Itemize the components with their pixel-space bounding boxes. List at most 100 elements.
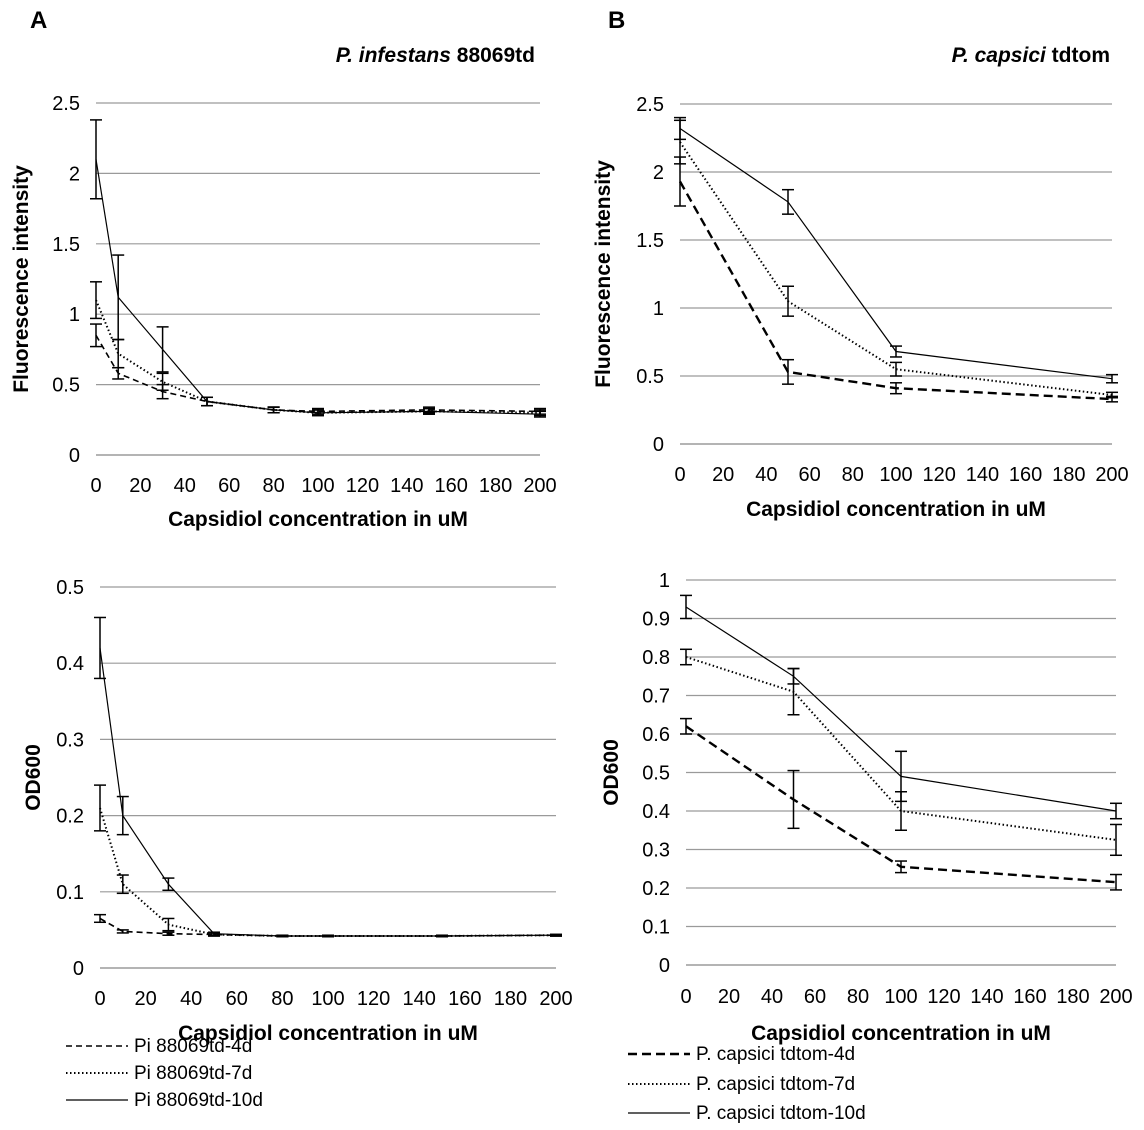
error-bar [162,917,175,932]
x-tick-label: 60 [804,986,826,1008]
x-tick-label: 0 [680,986,691,1008]
x-tick-label: 40 [755,464,777,486]
x-tick-label: 160 [448,988,481,1010]
x-tick-label: 200 [1099,986,1132,1008]
panel-letter-a: A [30,7,47,34]
error-bar [782,188,794,215]
panel-b-title-rest: tdtom [1046,44,1110,67]
x-tick-label: 80 [262,475,284,497]
panel-a-title: P. infestans 88069td [336,44,535,67]
error-bar [1110,802,1122,820]
error-bar [423,407,435,415]
y-tick-label: 0.1 [56,882,84,904]
x-tick-label: 100 [311,988,344,1010]
error-bar [1106,373,1118,384]
y-tick-label: 1.5 [636,230,664,252]
x-tick-label: 60 [218,475,240,497]
x-tick-label: 40 [174,475,196,497]
error-bar [895,860,907,874]
x-tick-label: 160 [1009,464,1042,486]
x-tick-label: 120 [346,475,379,497]
legend-a-label-10d: Pi 88069td-10d [134,1090,263,1111]
y-tick-label: 0 [659,955,670,977]
y-tick-label: 0.3 [56,729,84,751]
y-tick-label: 1 [653,298,664,320]
error-bar [1110,873,1122,891]
y-tick-label: 2 [69,163,80,185]
y-axis-label: Fluorescence intensity [592,160,615,388]
error-bar [680,648,692,666]
x-tick-label: 180 [1056,986,1089,1008]
x-tick-label: 20 [129,475,151,497]
y-tick-label: 0.4 [56,653,84,675]
error-bar [94,913,106,924]
series-line [99,647,557,937]
y-axis-label: OD600 [600,739,623,806]
y-tick-label: 0.7 [642,686,670,708]
y-tick-label: 0.3 [642,840,670,862]
x-axis-label: Capsidiol concentration in uM [168,508,468,531]
error-bar [112,338,125,369]
x-tick-label: 20 [718,986,740,1008]
x-tick-label: 200 [1095,464,1128,486]
panel-a-title-italic: P. infestans [336,44,451,67]
y-axis-label: OD600 [22,744,45,811]
x-tick-label: 100 [301,475,334,497]
error-bar [680,717,692,735]
x-tick-label: 100 [879,464,912,486]
x-tick-label: 180 [494,988,527,1010]
panel-b-title-italic: P. capsici [952,44,1047,67]
x-axis-label: Capsidiol concentration in uM [746,498,1046,521]
series-line [679,141,1113,396]
y-tick-label: 1 [69,304,80,326]
error-bar [116,795,129,836]
error-bar [895,750,907,803]
error-bar [787,667,800,685]
error-bar [267,406,280,414]
error-bar [90,119,102,200]
error-bar [94,784,106,832]
error-bar [782,285,794,317]
error-bar [550,933,562,937]
y-tick-label: 0 [73,958,84,980]
panel-a-title-rest: 88069td [451,44,535,67]
x-tick-label: 120 [923,464,956,486]
error-bar [436,934,448,938]
x-tick-label: 40 [761,986,783,1008]
x-tick-label: 140 [390,475,423,497]
error-bar [201,396,213,407]
y-tick-label: 0.9 [642,609,670,631]
chart-b-top: 0 0.5 1 1.5 2 2.5 0 20 40 60 80 100 120 140 160 180 200 C… [592,94,1129,521]
y-tick-label: 0.5 [636,366,664,388]
error-bar [1110,823,1122,857]
x-tick-label: 200 [539,988,572,1010]
legend-a: Pi 88069td-4d Pi 88069td-7d Pi 88069td-1… [66,1036,263,1111]
x-tick-label: 20 [712,464,734,486]
error-bar [890,382,902,395]
x-tick-label: 160 [1013,986,1046,1008]
y-tick-label: 0.5 [642,763,670,785]
series-line [678,180,1113,401]
y-tick-label: 0.8 [642,647,670,669]
y-tick-label: 0.2 [642,878,670,900]
y-tick-label: 0.4 [642,801,670,823]
series-line [679,128,1113,380]
error-bar [112,254,125,341]
y-tick-label: 2 [653,162,664,184]
error-bar [156,326,169,373]
error-bar [534,410,546,418]
x-tick-label: 60 [798,464,820,486]
x-tick-label: 180 [1052,464,1085,486]
series-line [685,725,1117,884]
x-tick-label: 80 [842,464,864,486]
x-tick-label: 140 [403,988,436,1010]
panel-letter-b: B [608,7,625,34]
x-tick-label: 60 [226,988,248,1010]
x-tick-label: 200 [523,475,556,497]
series-line [685,656,1117,841]
chart-a-top: 0 0.5 1 1.5 2 2.5 0 20 40 60 80 100 120 140 160 180 200 C… [10,93,557,531]
panel-b-title: P. capsici tdtom [952,44,1110,67]
x-tick-label: 100 [884,986,917,1008]
y-tick-label: 0.1 [642,917,670,939]
